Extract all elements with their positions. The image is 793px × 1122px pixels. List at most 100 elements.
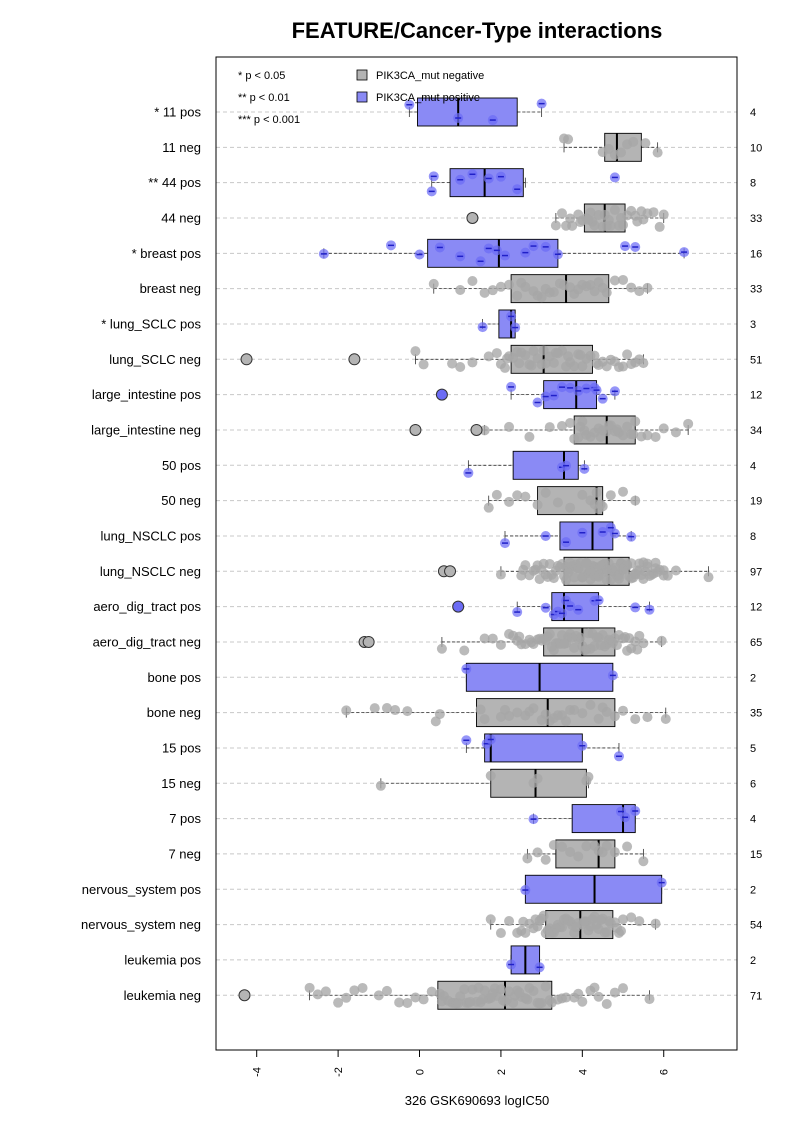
data-point <box>550 220 561 231</box>
data-point <box>585 699 596 710</box>
data-point <box>658 209 669 220</box>
data-point <box>428 278 439 289</box>
group-counts: 4108331633351123441989712652355641525427… <box>750 107 762 1002</box>
group-count: 4 <box>750 460 756 472</box>
data-point <box>477 994 488 1005</box>
group-label: * breast pos <box>132 246 202 261</box>
data-point <box>601 287 612 298</box>
group-count: 4 <box>750 107 756 119</box>
x-axis: -4 -2 0 2 4 6 <box>252 1050 671 1077</box>
data-point <box>638 638 649 649</box>
group-label: nervous_system pos <box>82 882 202 897</box>
data-point <box>577 489 588 500</box>
data-point <box>495 639 506 650</box>
data-point <box>609 711 620 722</box>
data-point <box>561 716 572 727</box>
data-point <box>540 487 551 498</box>
data-point <box>642 558 653 569</box>
data-point <box>622 349 633 360</box>
data-point <box>459 645 470 656</box>
data-point <box>502 353 513 364</box>
data-point <box>341 992 352 1003</box>
data-point <box>542 631 553 642</box>
data-point <box>550 923 561 934</box>
data-point <box>514 358 525 369</box>
data-point <box>495 281 506 292</box>
data-point <box>591 632 602 643</box>
data-point <box>375 780 386 791</box>
data-point <box>658 570 669 581</box>
data-point <box>373 990 384 1001</box>
data-point <box>565 846 576 857</box>
data-point <box>479 633 490 644</box>
data-point <box>579 916 590 927</box>
group-count: 5 <box>750 743 756 755</box>
data-point <box>577 361 588 372</box>
data-point <box>467 276 478 287</box>
data-point <box>638 856 649 867</box>
data-point <box>504 916 515 927</box>
data-point <box>650 563 661 574</box>
x-axis-label: 326 GSK690693 logIC50 <box>405 1093 550 1108</box>
data-point <box>652 147 663 158</box>
data-point <box>670 565 681 576</box>
data-point <box>615 147 626 158</box>
group-label: large_intestine pos <box>92 387 202 402</box>
data-point <box>381 702 392 713</box>
data-point <box>333 997 344 1008</box>
data-point <box>565 705 576 716</box>
group-label: lung_NSCLC neg <box>100 564 201 579</box>
data-point <box>504 496 515 507</box>
data-point <box>502 994 513 1005</box>
group-count: 15 <box>750 849 762 861</box>
plot-frame <box>215 56 738 1051</box>
data-point <box>618 486 629 497</box>
legend-significance: ** p < 0.01 <box>238 92 290 104</box>
group-label: 7 neg <box>168 846 201 861</box>
data-point <box>546 997 557 1008</box>
data-point <box>512 290 523 301</box>
data-point <box>603 420 614 431</box>
data-point <box>565 213 576 224</box>
data-point <box>532 499 543 510</box>
group-count: 54 <box>750 920 762 932</box>
data-point <box>703 572 714 583</box>
data-point <box>573 563 584 574</box>
data-point <box>504 279 515 290</box>
data-point <box>479 425 490 436</box>
data-point <box>601 998 612 1009</box>
legend-series-label: PIK3CA_mut negative <box>376 70 484 82</box>
data-point <box>634 630 645 641</box>
data-point <box>499 362 510 373</box>
data-point <box>622 841 633 852</box>
group-count: 6 <box>750 778 756 790</box>
data-point <box>599 927 610 938</box>
data-point <box>455 284 466 295</box>
data-point <box>575 217 586 228</box>
data-point <box>581 841 592 852</box>
data-point <box>670 427 681 438</box>
group-count: 12 <box>750 602 762 614</box>
data-point <box>618 914 629 925</box>
data-point <box>418 994 429 1005</box>
data-point <box>556 421 567 432</box>
data-point <box>622 559 633 570</box>
group-label: * lung_SCLC pos <box>101 316 201 331</box>
data-point <box>577 996 588 1007</box>
data-point <box>418 359 429 370</box>
data-point <box>532 773 543 784</box>
data-point <box>556 208 567 219</box>
data-point <box>357 982 368 993</box>
data-point <box>538 558 549 569</box>
data-point <box>632 644 643 655</box>
data-point <box>575 350 586 361</box>
data-point <box>563 134 574 145</box>
data-point <box>650 918 661 929</box>
data-point <box>530 564 541 575</box>
group-label: leukemia neg <box>124 988 201 1003</box>
data-point <box>603 916 614 927</box>
data-point <box>607 637 618 648</box>
group-label: large_intestine neg <box>91 422 201 437</box>
group-count: 8 <box>750 178 756 190</box>
data-point <box>611 922 622 933</box>
